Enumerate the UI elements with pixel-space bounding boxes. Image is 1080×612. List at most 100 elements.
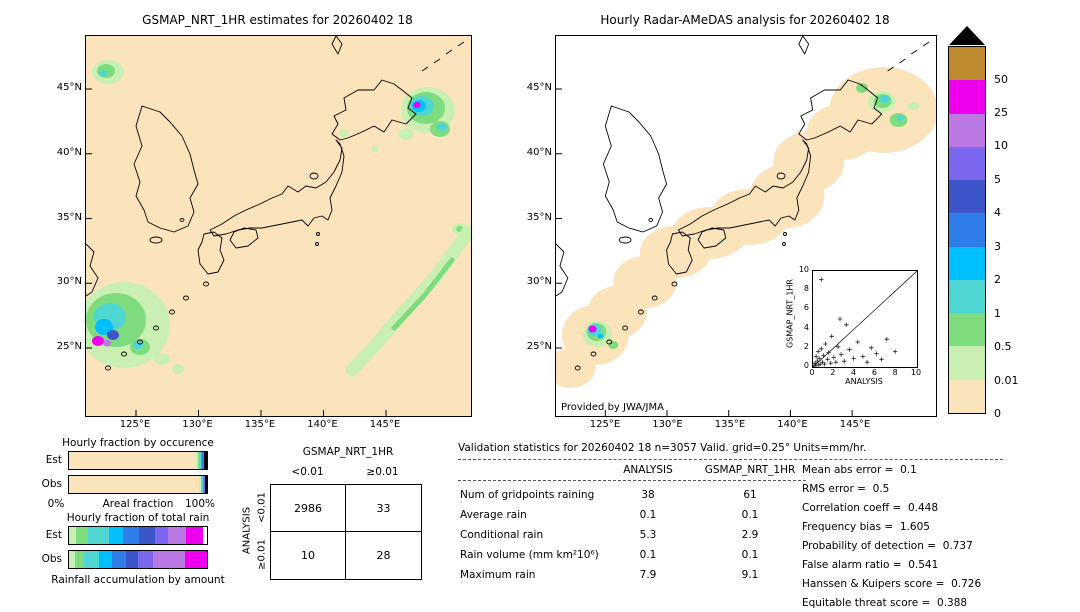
colorbar-segment <box>949 47 985 81</box>
rain-cell <box>413 102 421 108</box>
stat-row: Conditional rain 5.3 2.9 <box>458 526 810 546</box>
bar-segment <box>154 527 169 544</box>
total-est-label: Est <box>45 529 62 541</box>
bar-segment <box>69 476 199 493</box>
stat-gsmap-value: 0.1 <box>741 509 759 521</box>
score-line: Frequency bias = 1.605 <box>802 521 930 533</box>
lat-tick-label: 25°N <box>56 341 82 352</box>
contingency-col-axis-label: GSMAP_NRT_1HR <box>302 446 394 458</box>
bar-segment <box>69 551 75 568</box>
lon-tick-label: 125°E <box>119 419 151 430</box>
colorbar-segment <box>949 213 985 247</box>
axis-ticks <box>86 88 387 416</box>
colorbar-segment <box>949 313 985 347</box>
inset-x-tick-label: 6 <box>871 368 877 377</box>
rain-cell <box>154 353 170 365</box>
bar-segment <box>184 551 207 568</box>
rain-cell <box>896 115 905 121</box>
stat-label: Num of gridpoints raining <box>460 489 595 501</box>
bar-segment <box>69 527 76 544</box>
bar-segment <box>202 452 204 469</box>
colorbar-tick-label: 10 <box>994 139 1008 153</box>
contingency-row-axis-label: ANALYSIS <box>241 506 253 555</box>
lon-tick-label: 130°E <box>652 419 683 430</box>
inset-y-tick-label: 0 <box>803 361 809 370</box>
bar-segment <box>203 476 205 493</box>
stat-analysis-value: 0.1 <box>639 549 657 561</box>
rain-cell <box>371 146 379 152</box>
rain-cell <box>398 128 414 140</box>
inset-y-tick-label: 2 <box>803 341 809 351</box>
lat-tick-label: 45°N <box>526 82 552 93</box>
lon-tick-label: 145°E <box>839 419 871 430</box>
lon-tick-label: 140°E <box>307 419 338 430</box>
inset-y-tick-label: 8 <box>803 284 809 294</box>
inset-x-tick-label: 0 <box>809 368 815 377</box>
contingency-table: GSMAP_NRT_1HR <0.01 ≥0.01 ANALYSIS <0.01… <box>238 444 433 604</box>
total-rain-chart-title: Hourly fraction of total rain <box>66 512 210 524</box>
contingency-row-label-2: ≥0.01 <box>256 539 268 570</box>
bar-segment <box>186 527 203 544</box>
rain-cell <box>879 95 890 103</box>
lat-tick-label: 40°N <box>56 146 82 158</box>
rain-cell <box>95 319 113 335</box>
validation-stats-panel: Validation statistics for 20260402 18 n=… <box>458 442 1058 612</box>
occurrence-obs-label: Obs <box>41 478 62 490</box>
colorbar-overflow-triangle <box>949 26 985 45</box>
rain-cell <box>597 333 604 339</box>
colorbar-tick-label: 25 <box>994 105 1008 119</box>
lon-tick-label: 140°E <box>777 419 808 430</box>
bar-segment <box>195 452 199 469</box>
lon-tick-label: 145°E <box>369 419 401 430</box>
bar-segment <box>69 452 196 469</box>
rain-cell <box>856 83 868 93</box>
lon-tick-label: 135°E <box>244 419 276 430</box>
lat-tick-label: 25°N <box>526 341 552 352</box>
occurrence-obs-bar <box>68 475 208 494</box>
occurrence-chart-title: Hourly fraction by occurence <box>62 437 214 449</box>
lat-tick-label: 35°N <box>526 211 552 223</box>
bar-segment <box>139 527 155 544</box>
stat-label: Conditional rain <box>460 529 544 541</box>
stat-label: Rain volume (mm km²10⁶) <box>460 549 599 561</box>
bar-segment <box>84 551 100 568</box>
inset-y-tick-label: 4 <box>803 322 809 332</box>
score-line: Equitable threat score = 0.388 <box>802 597 968 609</box>
bar-segment <box>202 476 204 493</box>
contingency-row-label-1: <0.01 <box>256 492 268 523</box>
stats-rows: Num of gridpoints raining 38 61 Average rai… <box>458 486 810 590</box>
colorbar-legend: 0 0.01 0.5 1 2 3 4 5 10 25 50 <box>948 26 1060 422</box>
total-rain-caption: Rainfall accumulation by amount <box>51 574 225 586</box>
stat-gsmap-value: 9.1 <box>741 569 759 581</box>
stats-col-analysis: ANALYSIS <box>623 464 673 476</box>
stats-header: Validation statistics for 20260402 18 n=… <box>458 442 867 454</box>
contingency-grid: 2986 33 10 28 <box>270 484 422 580</box>
score-line: Hanssen & Kuipers score = 0.726 <box>802 578 982 590</box>
rain-cell <box>103 339 111 347</box>
stats-col-gsmap: GSMAP_NRT_1HR <box>704 464 796 476</box>
score-line: Mean abs error = 0.1 <box>802 464 917 476</box>
bar-segment <box>201 452 203 469</box>
inset-plot-svg <box>811 270 918 369</box>
bar-segment <box>199 452 202 469</box>
stat-label: Maximum rain <box>460 569 536 581</box>
colorbar-segment <box>949 146 985 181</box>
colorbar-tick-label: 3 <box>994 239 1001 253</box>
inset-x-tick-label: 4 <box>851 368 857 377</box>
score-line: Correlation coeff = 0.448 <box>802 502 938 514</box>
colorbar-segment <box>949 379 985 413</box>
right-map-title: Hourly Radar-AMeDAS analysis for 2026040… <box>600 13 890 27</box>
bar-segment <box>198 452 200 469</box>
occurrence-est-label: Est <box>45 454 62 466</box>
rain-cell <box>907 102 920 110</box>
colorbar-bar <box>948 46 986 414</box>
colorbar-tick-label: 5 <box>994 172 1001 186</box>
score-line: RMS error = 0.5 <box>802 483 890 495</box>
rain-streak <box>345 225 471 377</box>
rain-cell <box>556 348 596 388</box>
rain-streak <box>391 257 455 331</box>
total-obs-label: Obs <box>41 553 62 565</box>
contingency-col-label-2: ≥0.01 <box>366 466 399 478</box>
gsmap-map-svg <box>86 36 471 416</box>
bar-segment <box>153 551 185 568</box>
